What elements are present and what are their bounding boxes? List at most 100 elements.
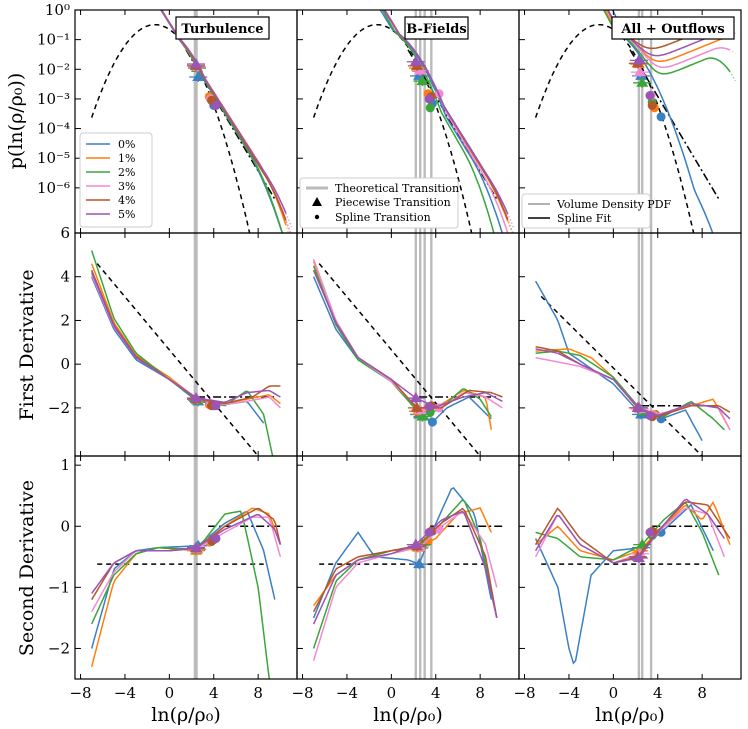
tick-layer: −8 −4 0 4 8 −8 −4 0 4 8 −8 −4 0 4 8 10⁰ 10⁻¹ 10⁻² 10⁻³ 10⁻⁴… <box>37 1 707 702</box>
second-derivative-curve <box>534 503 714 665</box>
y-axis-label-second-derivative: Second Derivative <box>16 480 38 656</box>
panel-title-turbulence: Turbulence <box>181 22 263 37</box>
y-tick-label: 0 <box>60 355 70 373</box>
piecewise-transition-marker <box>633 66 646 77</box>
piecewise-transition-marker <box>409 55 422 66</box>
second-derivative-curve <box>90 510 276 649</box>
x-tick-label: 4 <box>209 684 219 702</box>
legend-spline-marker <box>314 214 320 220</box>
first-derivative-curve <box>312 269 503 408</box>
legend-piecewise-marker <box>312 197 322 206</box>
spline-fit-curve <box>611 10 714 233</box>
second-derivative-curve <box>91 510 271 679</box>
reference-powerlaw-curve <box>407 49 498 200</box>
y-tick-label: 0 <box>60 517 70 535</box>
x-axis-label-turbulence: ln(ρ/ρ₀) <box>151 704 221 726</box>
legend-label-0: 0% <box>118 138 135 151</box>
spline-transition-marker <box>211 101 221 111</box>
second-derivative-curve <box>535 500 731 561</box>
second-derivative-curve <box>534 498 726 564</box>
first-derivative-curve <box>312 276 492 423</box>
first-derivative-curve <box>312 265 492 418</box>
legend-fit: Volume Density PDF Spline Fit <box>521 193 672 229</box>
piecewise-transition-marker <box>189 541 202 552</box>
y-tick-label: 1 <box>60 456 70 474</box>
y-tick-label: 10⁻³ <box>37 90 70 108</box>
reference-first-derivative-line <box>540 295 703 456</box>
x-tick-label: −4 <box>336 684 358 702</box>
x-tick-label: 0 <box>609 684 619 702</box>
piecewise-transition-marker <box>189 58 202 69</box>
y-tick-label: 10⁻² <box>37 60 70 78</box>
spline-fit-curve <box>160 10 287 214</box>
first-derivative-curve <box>90 250 274 456</box>
spline-transition-marker <box>423 537 433 547</box>
spline-transition-marker <box>647 101 657 111</box>
piecewise-transition-marker <box>636 76 649 87</box>
first-derivative-curve <box>534 280 703 442</box>
panel-title-bfields-box: B-Fields <box>404 16 469 40</box>
y-tick-label: 10⁻⁶ <box>37 179 70 197</box>
piecewise-transition-marker <box>632 552 645 563</box>
spline-transition-marker <box>211 533 221 543</box>
legend-markers: Theoretical Transition Piecewise Transit… <box>299 177 459 229</box>
y-tick-label: 10⁻⁴ <box>37 120 70 138</box>
y-tick-label: 2 <box>60 311 70 329</box>
y-tick-label: −1 <box>48 578 70 596</box>
legend-spline-label: Spline Transition <box>335 211 431 224</box>
spline-transition-marker <box>645 527 655 537</box>
piecewise-transition-marker <box>416 410 429 421</box>
legend-theoretical-label: Theoretical Transition <box>335 182 459 195</box>
spline-transition-marker <box>656 112 666 122</box>
panel-title-outflows: All + Outflows <box>620 22 724 37</box>
spline-transition-marker <box>424 402 434 412</box>
reference-first-derivative-line <box>318 263 481 456</box>
y-tick-label: 6 <box>60 224 70 242</box>
first-derivative-curve <box>535 348 731 431</box>
piecewise-transition-marker <box>416 75 429 86</box>
y-tick-label: 10⁻¹ <box>37 31 70 49</box>
panel-frames <box>74 9 742 680</box>
legend-pdf-label: Volume Density PDF <box>556 198 672 211</box>
panel-frame-r2c2 <box>518 455 742 680</box>
panel-title-turbulence-box: Turbulence <box>175 16 270 40</box>
y-tick-label: 10⁰ <box>45 1 70 19</box>
x-tick-label: 8 <box>253 684 263 702</box>
reference-lognormal-curve <box>534 23 695 233</box>
legend-spline-fit-label: Spline Fit <box>557 212 612 225</box>
second-derivative-curve <box>312 486 493 619</box>
x-tick-label: −8 <box>69 684 91 702</box>
piecewise-transition-marker <box>192 70 205 81</box>
spline-fit-curve <box>379 10 504 233</box>
first-derivative-curve <box>535 348 731 420</box>
y-tick-label: −2 <box>48 399 70 417</box>
panel-frame-r1c2 <box>518 232 742 457</box>
spline-fit-curve <box>606 10 731 57</box>
spline-transition-marker <box>424 94 434 104</box>
spline-fit-curve <box>381 10 495 233</box>
piecewise-transition-marker <box>413 558 426 569</box>
legend-label-4: 4% <box>118 194 135 207</box>
spline-fit-curve <box>383 10 509 215</box>
y-axis-label-first-derivative: First Derivative <box>16 269 38 420</box>
piecewise-transition-marker <box>632 54 645 65</box>
piecewise-transition-marker <box>189 392 202 403</box>
reference-first-derivative-line <box>96 263 259 456</box>
y-axis-label-pdf: p(ln(ρ/ρ₀)) <box>5 73 27 169</box>
x-tick-label: 0 <box>387 684 397 702</box>
first-derivative-curve <box>535 356 731 431</box>
y-tick-label: 4 <box>60 268 70 286</box>
reference-lognormal-curve <box>312 23 473 233</box>
x-tick-label: 8 <box>697 684 707 702</box>
legend-piecewise-label: Piecewise Transition <box>335 196 451 209</box>
legend-label-2: 2% <box>118 166 135 179</box>
spline-transition-marker <box>425 103 435 113</box>
first-derivative-curve <box>91 274 281 409</box>
second-derivative-curve <box>90 507 282 667</box>
legend-label-5: 5% <box>118 208 135 221</box>
x-axis-label-outflows: ln(ρ/ρ₀) <box>595 704 665 726</box>
x-tick-label: 0 <box>165 684 175 702</box>
piecewise-transition-marker <box>410 401 423 412</box>
spline-fit-curve <box>606 10 731 69</box>
